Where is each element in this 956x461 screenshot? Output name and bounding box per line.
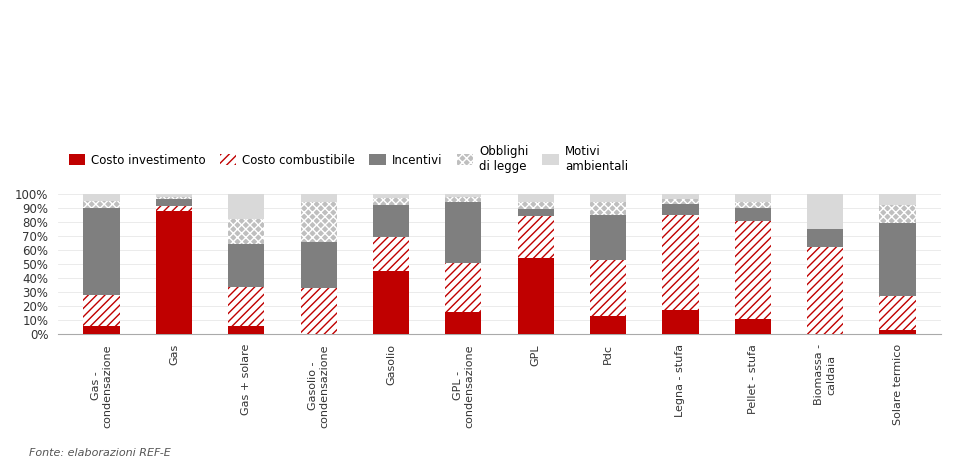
Bar: [663, 215, 699, 310]
Bar: [517, 202, 554, 209]
Bar: [156, 211, 192, 334]
Bar: [228, 219, 265, 244]
Bar: [517, 194, 554, 202]
Bar: [300, 202, 337, 242]
Bar: [300, 202, 337, 242]
Bar: [517, 216, 554, 259]
Bar: [590, 202, 626, 215]
Bar: [880, 330, 916, 334]
Bar: [83, 208, 120, 295]
Bar: [517, 259, 554, 334]
Bar: [373, 205, 409, 237]
Bar: [880, 296, 916, 330]
Bar: [663, 310, 699, 334]
Bar: [156, 207, 192, 211]
Bar: [735, 202, 771, 208]
Bar: [735, 220, 771, 319]
Bar: [445, 194, 482, 197]
Bar: [373, 237, 409, 271]
Bar: [880, 296, 916, 330]
Bar: [156, 200, 192, 207]
Bar: [735, 202, 771, 208]
Bar: [880, 205, 916, 224]
Bar: [228, 219, 265, 244]
Bar: [228, 287, 265, 326]
Bar: [663, 200, 699, 204]
Text: Fonte: elaborazioni REF-E: Fonte: elaborazioni REF-E: [29, 449, 170, 458]
Bar: [445, 197, 482, 202]
Bar: [735, 208, 771, 220]
Bar: [663, 194, 699, 200]
Bar: [156, 197, 192, 200]
Bar: [590, 316, 626, 334]
Bar: [807, 194, 843, 229]
Bar: [156, 207, 192, 211]
Bar: [228, 287, 265, 326]
Bar: [445, 263, 482, 312]
Bar: [373, 198, 409, 205]
Bar: [83, 201, 120, 208]
Bar: [83, 201, 120, 208]
Bar: [300, 288, 337, 334]
Bar: [300, 194, 337, 202]
Bar: [663, 204, 699, 215]
Bar: [300, 288, 337, 334]
Bar: [880, 205, 916, 224]
Bar: [156, 197, 192, 200]
Bar: [590, 260, 626, 316]
Bar: [83, 326, 120, 334]
Bar: [373, 198, 409, 205]
Bar: [83, 295, 120, 326]
Bar: [83, 295, 120, 326]
Bar: [373, 194, 409, 198]
Bar: [300, 242, 337, 288]
Bar: [663, 215, 699, 310]
Bar: [880, 194, 916, 205]
Bar: [517, 202, 554, 209]
Bar: [807, 247, 843, 334]
Bar: [156, 194, 192, 197]
Bar: [228, 244, 265, 287]
Bar: [517, 209, 554, 216]
Bar: [735, 194, 771, 202]
Bar: [373, 271, 409, 334]
Bar: [590, 260, 626, 316]
Bar: [807, 229, 843, 247]
Bar: [228, 326, 265, 334]
Bar: [83, 194, 120, 201]
Bar: [445, 197, 482, 202]
Bar: [663, 200, 699, 204]
Bar: [373, 237, 409, 271]
Bar: [590, 194, 626, 202]
Bar: [590, 202, 626, 215]
Bar: [445, 263, 482, 312]
Legend: Costo investimento, Costo combustibile, Incentivi, Obblighi
di legge, Motivi
amb: Costo investimento, Costo combustibile, …: [64, 140, 633, 177]
Bar: [735, 220, 771, 319]
Bar: [880, 224, 916, 296]
Bar: [735, 319, 771, 334]
Bar: [590, 215, 626, 260]
Bar: [445, 312, 482, 334]
Bar: [517, 216, 554, 259]
Bar: [445, 202, 482, 263]
Bar: [228, 194, 265, 219]
Bar: [807, 247, 843, 334]
